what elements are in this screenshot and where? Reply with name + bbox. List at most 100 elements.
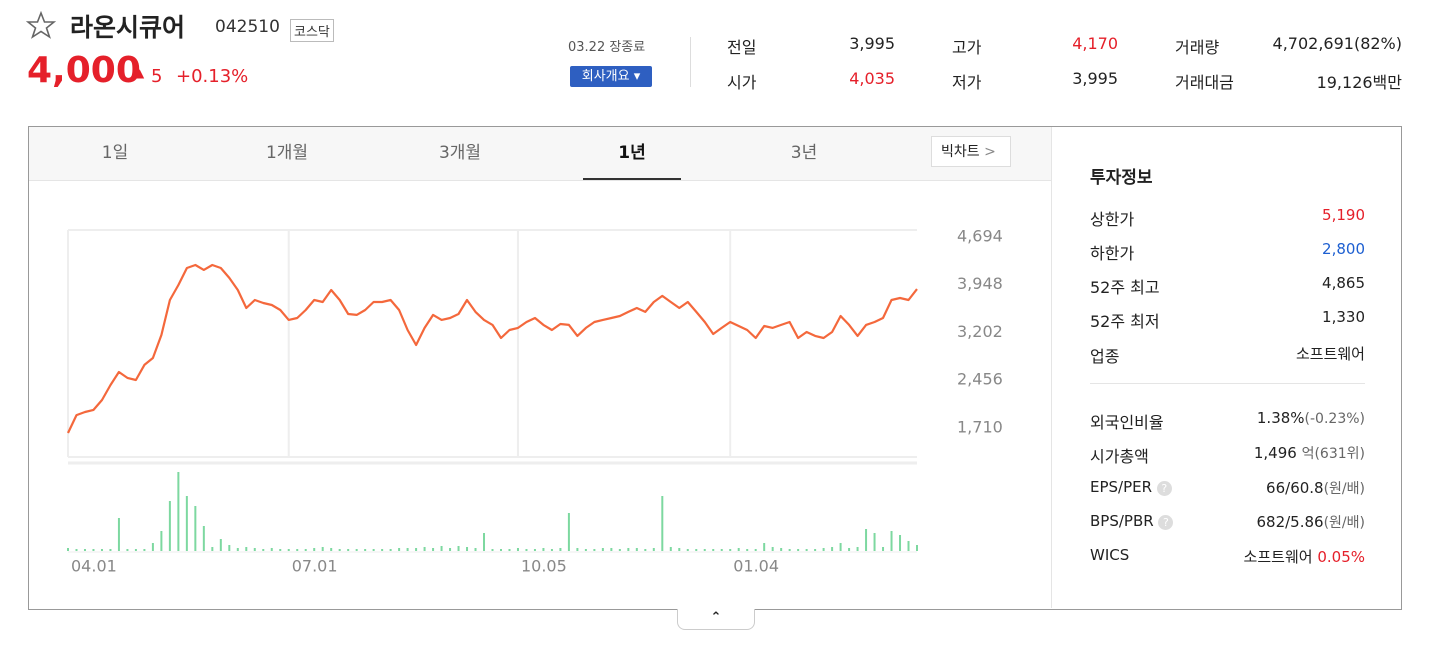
volume-bar [67, 548, 69, 551]
volume-bar [270, 548, 273, 551]
volume-bar [525, 549, 528, 551]
volume-bar [134, 549, 137, 551]
volume-bar [907, 541, 910, 551]
volume-bar [797, 549, 800, 551]
volume-bar [160, 531, 163, 551]
volume-bar [100, 549, 103, 551]
volume-bar [381, 549, 384, 551]
volume-bar [415, 548, 418, 551]
sub-value: (-0.23%) [1304, 411, 1365, 427]
market-badge: 코스닥 [290, 19, 334, 42]
change: 5 [151, 66, 163, 87]
volume-bar [466, 547, 469, 551]
volume-bar [601, 548, 604, 551]
volume-bar [75, 549, 78, 551]
volume-bar [780, 548, 783, 551]
volume-bar [805, 549, 808, 551]
sub-value: 0.05% [1317, 548, 1365, 566]
volume-bar [355, 549, 358, 551]
favorite-star[interactable] [26, 11, 56, 39]
volume-bar [686, 549, 689, 551]
volume-bar [330, 548, 333, 551]
y-tick-label: 4,694 [957, 226, 1003, 245]
info-value: 소프트웨어 0.05% [1244, 546, 1365, 567]
info-value: 1,496 억(631위) [1254, 443, 1365, 463]
value: 1,496 [1253, 444, 1297, 462]
big-chart-button[interactable]: 빅차트 > [931, 136, 1011, 167]
volume-bar [729, 549, 732, 551]
volume-bar [916, 545, 918, 551]
quote-value: 19,126백만 [1316, 73, 1402, 92]
volume-bar [432, 548, 435, 551]
volume-bar [304, 549, 307, 551]
volume-bar [856, 547, 859, 551]
value: 682/5.86 [1256, 513, 1324, 531]
volume-bar [279, 549, 282, 551]
volume-bar [652, 548, 655, 551]
quote-label: 저가 [952, 73, 982, 92]
change-pct: +0.13% [176, 66, 249, 87]
info-title: 투자정보 [1090, 168, 1153, 188]
volume-bar [695, 549, 698, 551]
stock-code: 042510 [215, 17, 280, 37]
company-button-label: 회사개요 [581, 69, 630, 84]
info-label: 52주 최고 [1090, 278, 1160, 297]
volume-bar [143, 549, 146, 551]
info-label: 업종 [1090, 347, 1120, 366]
volume-bar [185, 496, 188, 551]
quote-value: 4,170 [1072, 34, 1118, 53]
quote-label: 고가 [952, 38, 982, 57]
volume-bar [92, 549, 95, 551]
volume-bar [550, 549, 553, 551]
info-label: 하한가 [1090, 244, 1135, 263]
info-value: 5,190 [1322, 206, 1365, 224]
help-icon[interactable]: ? [1156, 481, 1172, 496]
info-value: 1.38%(-0.23%) [1257, 409, 1365, 427]
tab[interactable]: 1개월 [265, 143, 309, 163]
tab[interactable]: 1일 [101, 143, 129, 163]
volume-bar [788, 549, 791, 551]
volume-bar [372, 549, 375, 551]
volume-bar [117, 518, 120, 551]
volume-bar [618, 549, 621, 551]
volume-bar [567, 513, 570, 551]
volume-bar [890, 531, 893, 551]
volume-bar [848, 548, 851, 551]
collapse-toggle[interactable]: ⌃ [677, 609, 755, 630]
volume-bar [669, 547, 672, 551]
volume-bar [313, 548, 316, 551]
tab[interactable]: 3년 [790, 143, 818, 163]
tab-active[interactable]: 1년 [583, 126, 681, 180]
volume-bar [457, 546, 460, 551]
volume-bar [754, 549, 757, 551]
value: 66/60.8 [1266, 479, 1324, 497]
label: BPS/PBR [1090, 512, 1154, 530]
volume-bar [635, 548, 638, 551]
help-icon[interactable]: ? [1158, 515, 1174, 530]
quote-value: 3,995 [849, 34, 895, 53]
price: 4,000 [27, 50, 141, 91]
info-value: 1,330 [1322, 308, 1365, 326]
volume-bar [712, 549, 715, 551]
company-button[interactable]: 회사개요 ▾ [570, 66, 652, 87]
volume-bar [882, 547, 885, 551]
volume-bar [228, 545, 231, 551]
quote-value: 3,995 [1072, 69, 1118, 88]
volume-bar [347, 549, 350, 551]
volume-bar [219, 539, 222, 551]
volume-bar [440, 546, 443, 551]
volume-bar [423, 547, 426, 551]
info-label: 상한가 [1090, 210, 1135, 229]
info-label: WICS [1090, 546, 1130, 564]
volume-bar [499, 549, 502, 551]
x-tick-label: 04.01 [71, 557, 117, 576]
volume-bar [287, 549, 290, 551]
tab[interactable]: 3개월 [438, 143, 482, 163]
info-value: 2,800 [1322, 240, 1365, 258]
quote-label: 거래량 [1175, 38, 1220, 57]
volume-bar [211, 547, 214, 551]
quote-label: 거래대금 [1175, 73, 1234, 92]
volume-bar [483, 533, 486, 551]
price-line [67, 263, 918, 434]
